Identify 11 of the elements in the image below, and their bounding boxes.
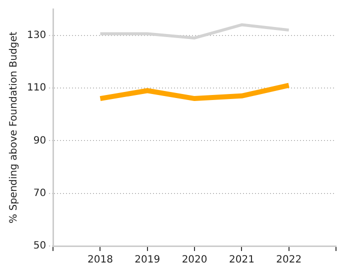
- y-tick-label: 70: [33, 188, 46, 199]
- y-tick-label: 90: [33, 135, 46, 146]
- y-tick-label: 110: [26, 82, 46, 94]
- x-tick-label: 2018: [88, 254, 113, 266]
- y-tick-label: 50: [33, 240, 46, 252]
- y-tick-label: 130: [26, 30, 46, 41]
- x-tick-label: 2020: [182, 254, 208, 266]
- y-axis-title: % Spending above Foundation Budget: [8, 32, 20, 224]
- x-tick-label: 2021: [228, 254, 254, 266]
- x-tick-label: 2019: [134, 254, 160, 266]
- x-tick-label: 2022: [276, 254, 302, 266]
